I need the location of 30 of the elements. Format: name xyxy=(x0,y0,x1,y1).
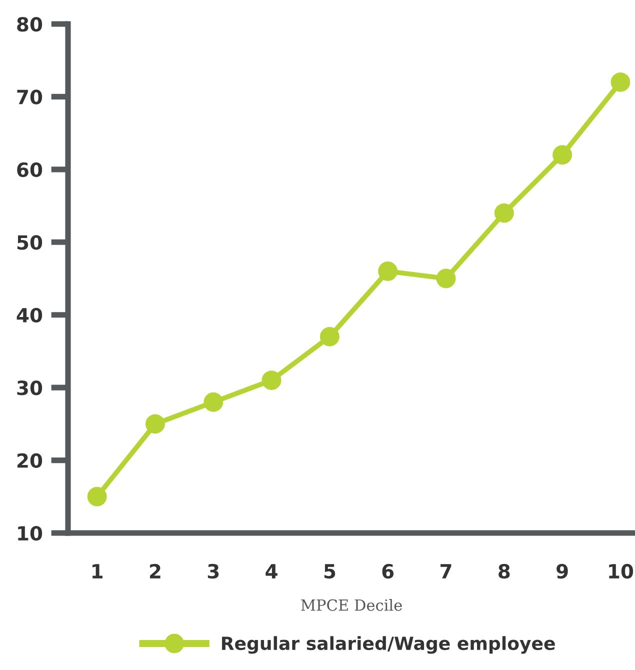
y-tick-label: 40 xyxy=(16,308,42,323)
point xyxy=(378,262,398,281)
point xyxy=(87,486,107,506)
x-tick-label: 8 xyxy=(498,564,510,579)
point xyxy=(610,72,630,92)
point xyxy=(146,414,165,434)
x-axis-title: MPCE Decile xyxy=(301,599,402,611)
y-tick-label: 60 xyxy=(17,162,42,178)
point xyxy=(436,268,456,288)
point xyxy=(204,392,224,412)
point xyxy=(552,145,572,165)
y-tick-label: 10 xyxy=(18,526,42,541)
y-tick-label: 70 xyxy=(17,90,42,104)
x-tick-label: 5 xyxy=(324,564,336,579)
x-tick-label: 7 xyxy=(440,564,452,578)
point xyxy=(262,370,282,390)
point xyxy=(494,203,514,223)
point xyxy=(320,326,340,346)
x-tick-label: 6 xyxy=(382,564,394,579)
x-tick-label: 1 xyxy=(92,564,103,578)
y-tick-label: 20 xyxy=(17,453,42,468)
y-tick-label: 30 xyxy=(17,380,42,396)
y-tick-label: 50 xyxy=(17,235,42,250)
legend-label: Regular salaried/Wage employee xyxy=(222,636,555,654)
x-tick-label: 3 xyxy=(208,564,219,579)
y-tick-label: 80 xyxy=(17,16,42,32)
x-tick-label: 10 xyxy=(609,564,634,579)
x-tick-label: 4 xyxy=(266,564,278,578)
x-tick-label: 9 xyxy=(556,564,568,579)
x-tick-label: 2 xyxy=(150,564,160,578)
